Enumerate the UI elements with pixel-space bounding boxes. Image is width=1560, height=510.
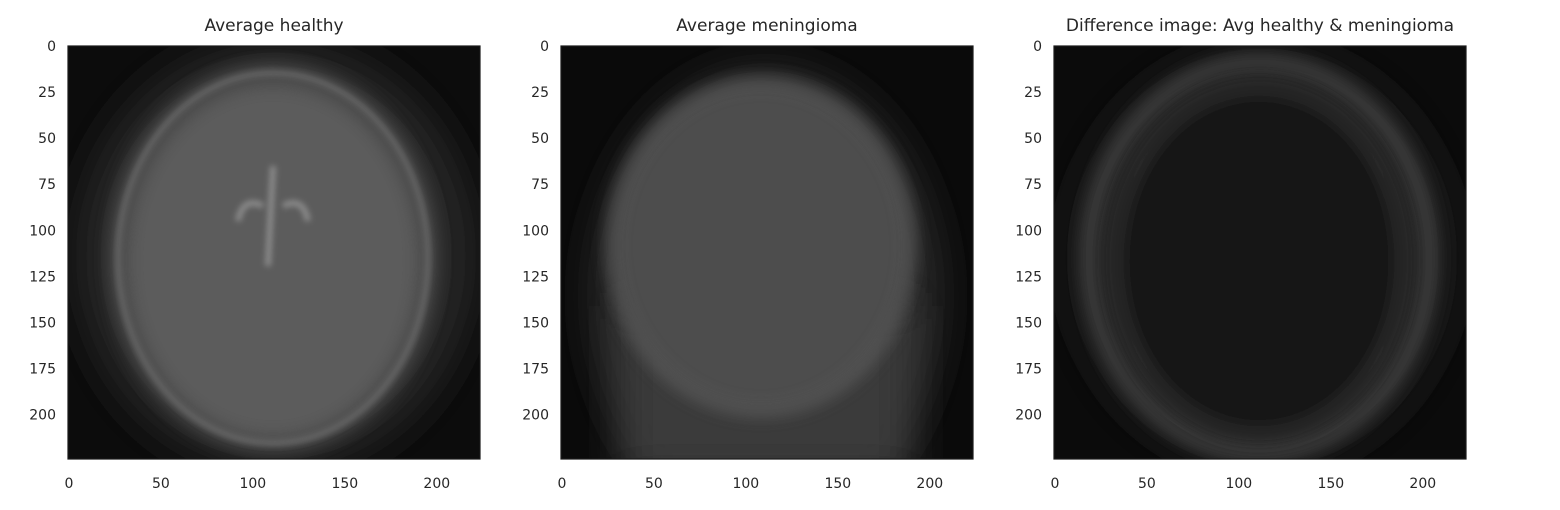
y-tick-label: 200 <box>29 408 56 424</box>
y-tick-label: 25 <box>1024 85 1042 101</box>
x-tick-label: 150 <box>1317 476 1344 492</box>
x-tick-label: 100 <box>1225 476 1252 492</box>
ring <box>607 77 915 415</box>
x-tick-label: 0 <box>557 476 566 492</box>
y-tick-label: 125 <box>1015 269 1042 285</box>
y-tick-label: 200 <box>522 408 549 424</box>
ring <box>115 70 431 446</box>
image <box>561 46 973 459</box>
brain <box>128 86 418 436</box>
panel-title: Average healthy <box>204 16 343 36</box>
y-tick-label: 75 <box>531 177 549 193</box>
axes-frame <box>560 45 974 460</box>
x-tick-label: 100 <box>239 476 266 492</box>
image <box>1054 46 1466 459</box>
x-tick-label: 200 <box>916 476 943 492</box>
y-tick-label: 50 <box>1024 131 1042 147</box>
y-tick-label: 25 <box>531 85 549 101</box>
y-tick-label: 100 <box>1015 223 1042 239</box>
x-tick-label: 150 <box>824 476 851 492</box>
y-tick-label: 50 <box>38 131 56 147</box>
x-tick-label: 50 <box>1138 476 1156 492</box>
ring-outer <box>1080 54 1438 459</box>
axes-frame <box>67 45 481 460</box>
x-tick-label: 200 <box>1409 476 1436 492</box>
y-tick-label: 0 <box>540 39 549 55</box>
y-tick-label: 50 <box>531 131 549 147</box>
x-tick-label: 0 <box>64 476 73 492</box>
ventricles <box>235 165 311 267</box>
x-tick-label: 150 <box>331 476 358 492</box>
y-tick-label: 125 <box>522 269 549 285</box>
panel-title: Difference image: Avg healthy & meningio… <box>1066 16 1454 36</box>
y-tick-label: 150 <box>29 315 56 331</box>
skull <box>611 81 911 411</box>
y-tick-label: 175 <box>1015 362 1042 378</box>
x-tick-label: 200 <box>423 476 450 492</box>
y-tick-label: 75 <box>38 177 56 193</box>
x-tick-label: 50 <box>645 476 663 492</box>
y-tick-label: 100 <box>522 223 549 239</box>
y-tick-label: 100 <box>29 223 56 239</box>
image <box>68 46 480 459</box>
y-tick-label: 0 <box>47 39 56 55</box>
y-tick-label: 125 <box>29 269 56 285</box>
y-tick-label: 0 <box>1033 39 1042 55</box>
x-tick-label: 0 <box>1050 476 1059 492</box>
y-tick-label: 25 <box>38 85 56 101</box>
y-tick-label: 75 <box>1024 177 1042 193</box>
axes-frame <box>1053 45 1467 460</box>
y-tick-label: 175 <box>522 362 549 378</box>
x-tick-label: 50 <box>152 476 170 492</box>
y-tick-label: 200 <box>1015 408 1042 424</box>
x-tick-label: 100 <box>732 476 759 492</box>
panel-title: Average meningioma <box>676 16 857 36</box>
y-tick-label: 150 <box>1015 315 1042 331</box>
y-tick-label: 175 <box>29 362 56 378</box>
y-tick-label: 150 <box>522 315 549 331</box>
